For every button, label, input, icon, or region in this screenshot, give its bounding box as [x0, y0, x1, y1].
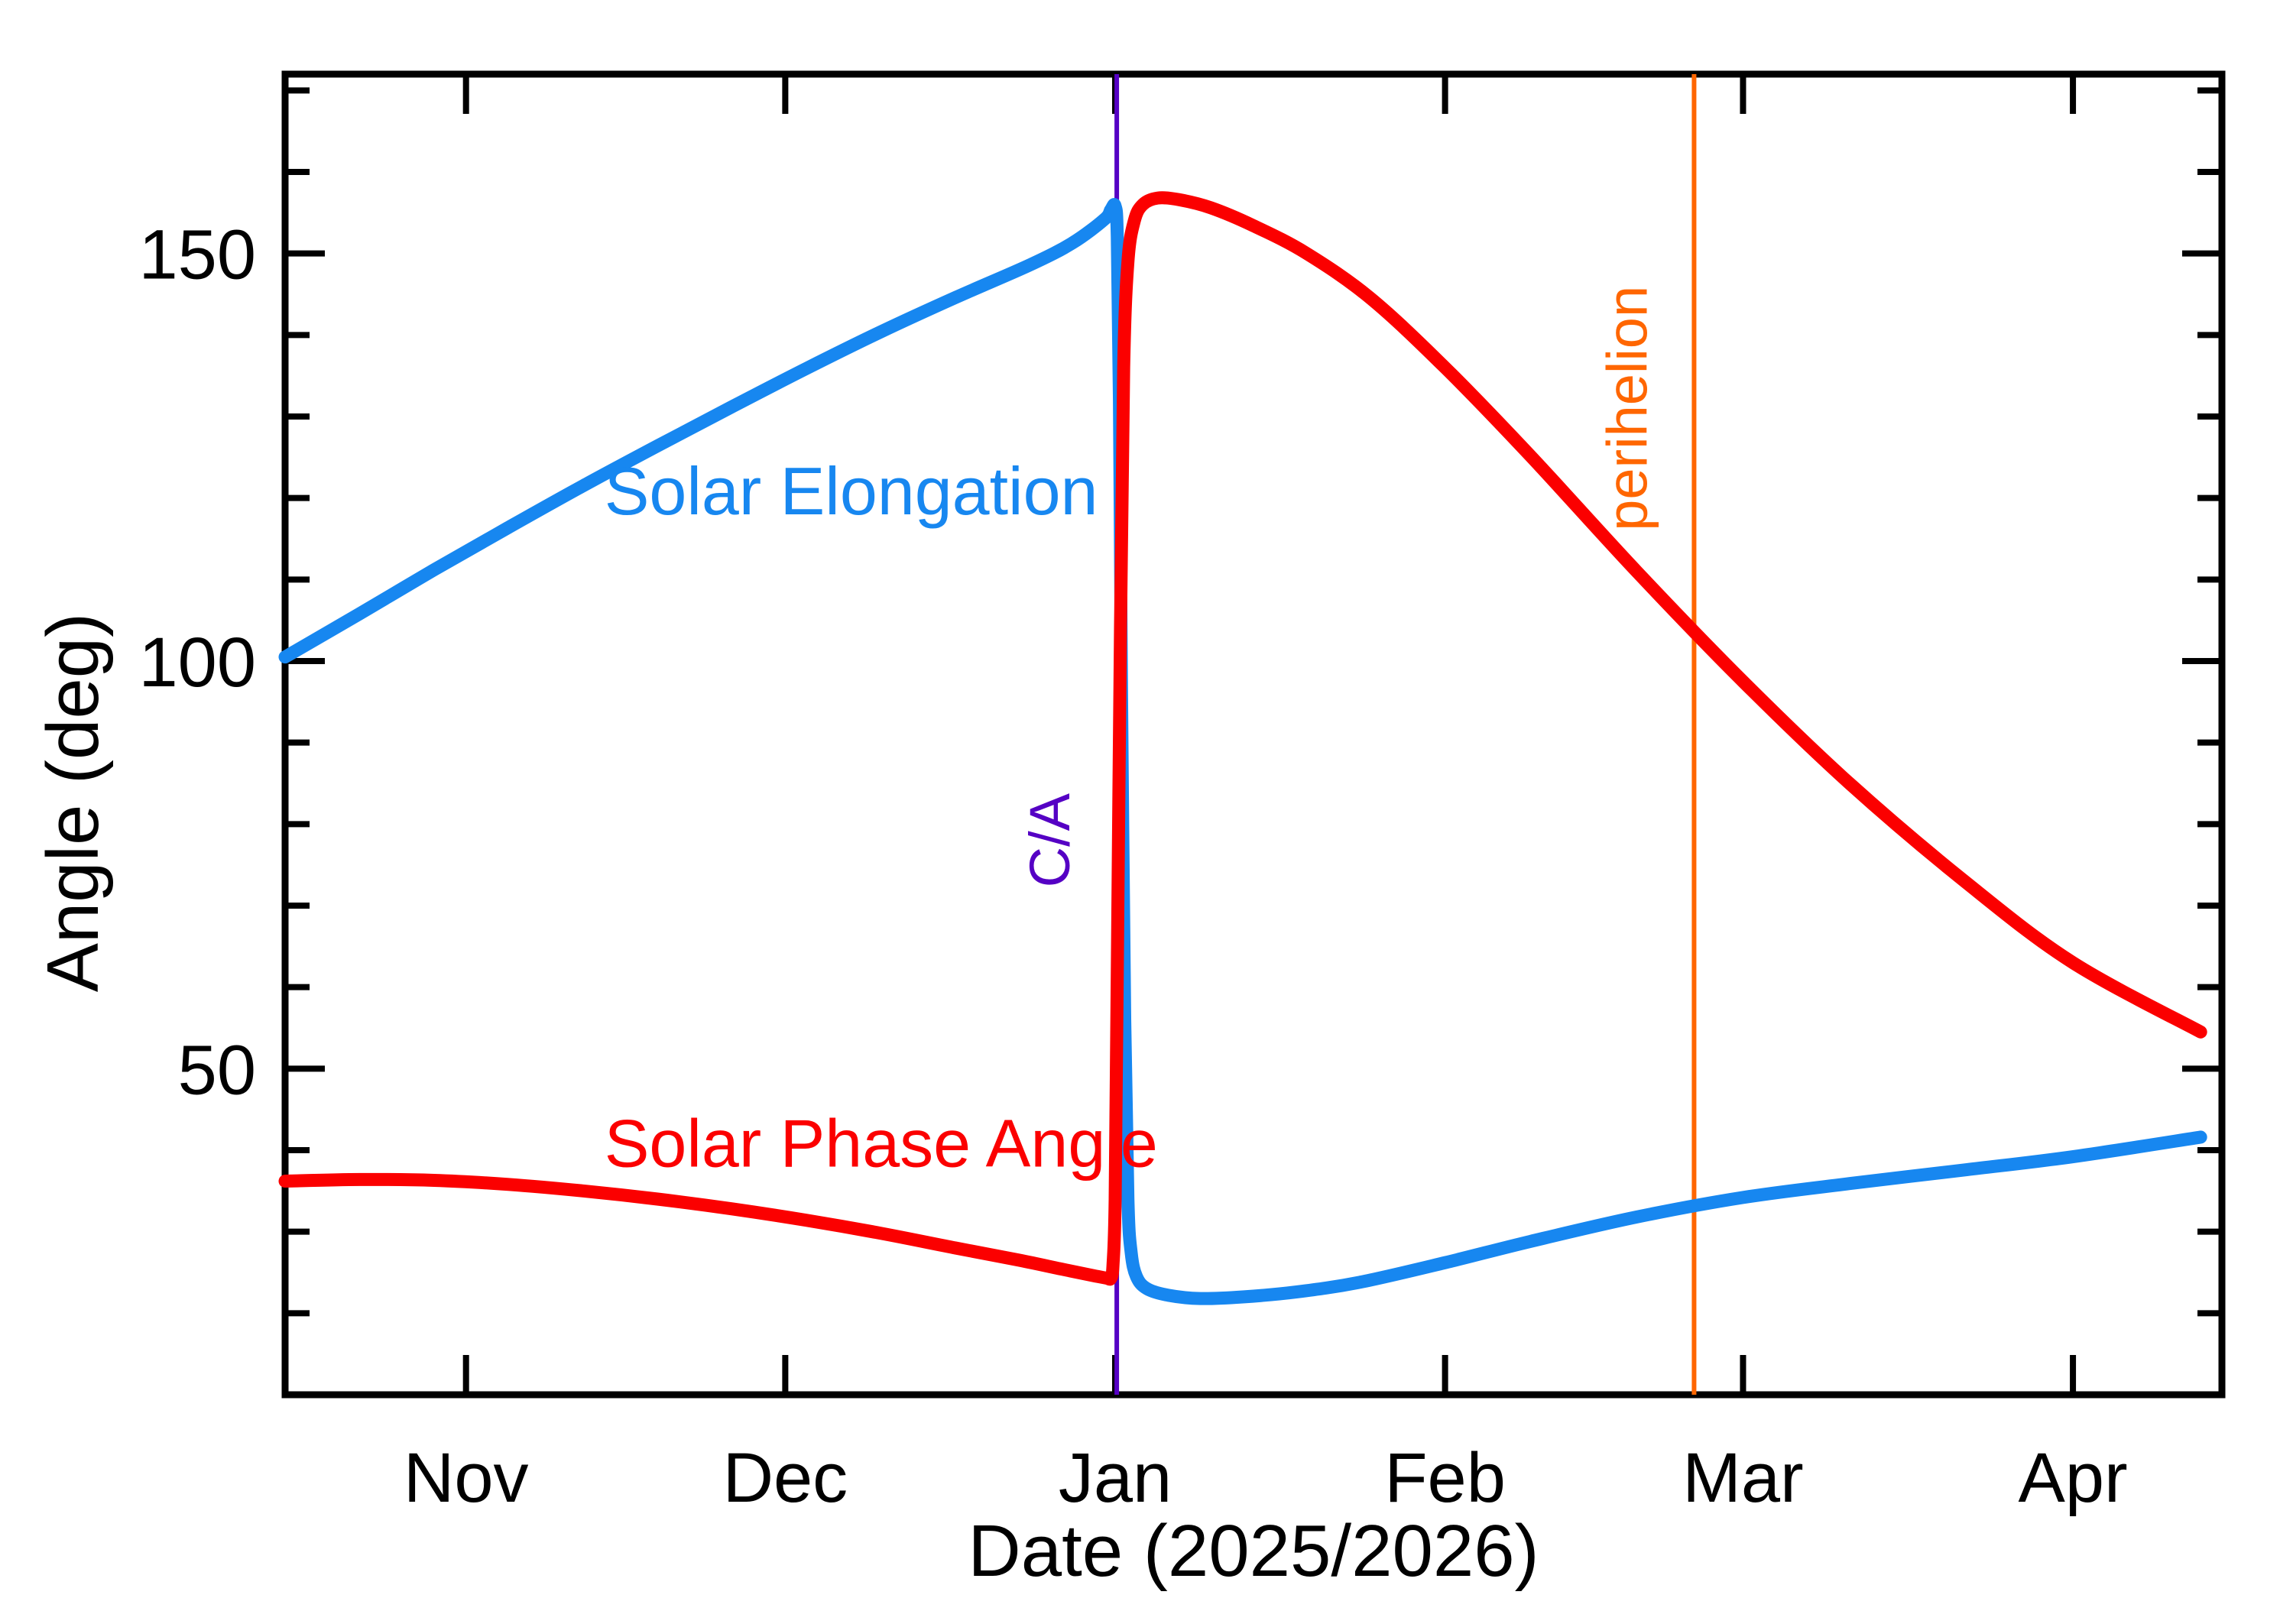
series-curve-solar-phase-angle [278, 191, 2207, 1286]
y-tick-labels: 150 100 50 [139, 216, 257, 1110]
x-tick-label: Jan [1059, 1439, 1172, 1517]
y-axis-title: Angle (deg) [32, 613, 114, 992]
y-tick-label: 150 [139, 216, 257, 294]
x-tick-label: Feb [1384, 1439, 1506, 1517]
y-tick-label: 100 [139, 624, 257, 702]
y-axis-ticks [285, 87, 2222, 1317]
x-tick-label: Apr [2018, 1439, 2127, 1517]
x-tick-label: Mar [1682, 1439, 1803, 1517]
x-tick-label: Dec [723, 1439, 848, 1517]
marker-label-perihelion: perihelion [1595, 286, 1659, 531]
x-tick-labels: Nov Dec Jan Feb Mar Apr [404, 1439, 2128, 1517]
x-tick-label: Nov [404, 1439, 529, 1517]
marker-label-ca: C/A [1018, 793, 1082, 887]
y-tick-label: 50 [178, 1031, 256, 1109]
plot-frame [281, 70, 2226, 1399]
series-label-solar-phase-angle: Solar Phase Angle [605, 1105, 1158, 1181]
x-axis-title: Date (2025/2026) [968, 1510, 1539, 1592]
series-label-solar-elongation: Solar Elongation [605, 453, 1098, 529]
data-curves [278, 191, 2207, 1305]
annotation-labels: C/A perihelion Solar Elongation Solar Phase… [605, 286, 1659, 1181]
